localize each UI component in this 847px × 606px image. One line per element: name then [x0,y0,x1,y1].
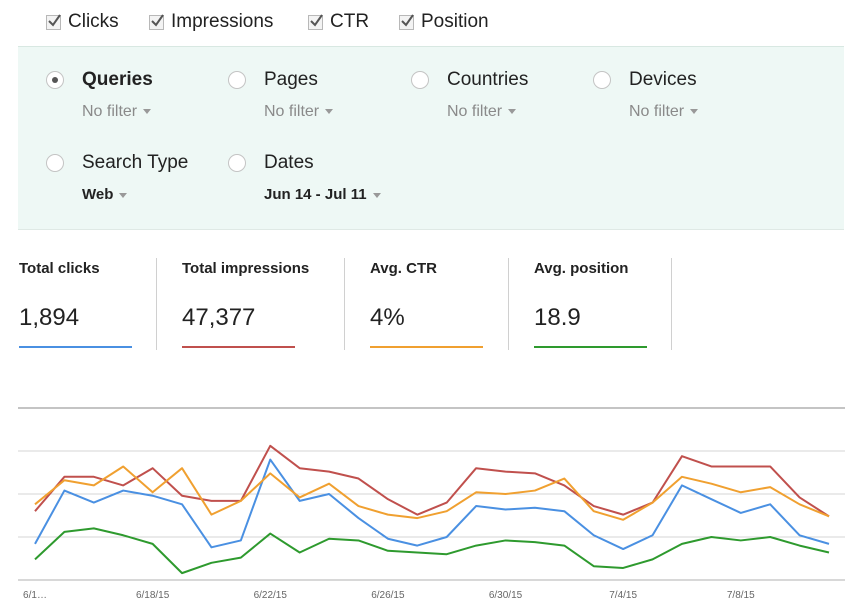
total-impressions-card[interactable]: Total impressions 47,377 [182,258,332,350]
card-divider [671,258,672,350]
x-tick-label: 7/8/15 [727,590,755,601]
dimension-filter-panel: Queries No filter Pages No filter Countr… [18,47,844,230]
queries-filter-value: No filter [82,103,138,120]
checkbox-checked-icon [46,13,61,30]
radio-selected-icon[interactable] [46,71,64,89]
queries-dimension[interactable]: Queries No filter [46,69,216,129]
total-clicks-value: 1,894 [19,304,80,331]
total-impressions-value: 47,377 [182,304,256,331]
impressions-label: Impressions [171,11,274,32]
queries-label: Queries [82,69,153,90]
impressions-checkbox[interactable]: Impressions [149,10,273,34]
card-divider [344,258,345,350]
dates-dimension[interactable]: Dates Jun 14 - Jul 11 [228,152,428,212]
radio-unselected-icon[interactable] [228,71,246,89]
caret-down-icon [325,109,334,115]
countries-dimension[interactable]: Countries No filter [411,69,581,129]
countries-label: Countries [447,69,529,90]
pages-filter-value: No filter [264,103,320,120]
total-clicks-label: Total clicks [19,260,100,277]
pages-filter-dropdown[interactable]: No filter [264,103,334,121]
queries-filter-dropdown[interactable]: No filter [82,103,152,121]
x-tick-label: 6/22/15 [254,590,288,601]
x-tick-label: 7/4/15 [609,590,637,601]
dates-filter-value: Jun 14 - Jul 11 [264,186,367,203]
card-divider [156,258,157,350]
total-impressions-label: Total impressions [182,260,310,277]
card-divider [508,258,509,350]
countries-filter-dropdown[interactable]: No filter [447,103,517,121]
checkbox-checked-icon [149,13,164,30]
series-line-position[interactable] [34,527,830,575]
checkbox-checked-icon [399,13,414,30]
radio-unselected-icon[interactable] [411,71,429,89]
avg-position-card[interactable]: Avg. position 18.9 [534,258,659,350]
x-tick-label: 6/1… [23,590,47,601]
radio-unselected-icon[interactable] [593,71,611,89]
search-type-label: Search Type [82,152,189,173]
series-line-clicks[interactable] [34,458,830,551]
series-line-impressions[interactable] [34,444,830,518]
caret-down-icon [372,192,381,198]
dates-label: Dates [264,152,314,173]
devices-filter-dropdown[interactable]: No filter [629,103,699,121]
caret-down-icon [508,109,517,115]
search-type-dimension[interactable]: Search Type Web [46,152,216,212]
search-type-filter-dropdown[interactable]: Web [82,186,128,203]
ctr-series-underline [370,346,483,348]
avg-ctr-value: 4% [370,304,405,331]
position-label: Position [421,11,489,32]
clicks-checkbox[interactable]: Clicks [46,10,119,34]
series-line-ctr[interactable] [34,465,830,521]
avg-position-label: Avg. position [534,260,629,277]
pages-dimension[interactable]: Pages No filter [228,69,398,129]
caret-down-icon [119,192,128,198]
avg-ctr-card[interactable]: Avg. CTR 4% [370,258,495,350]
metric-selector-bar: Clicks Impressions CTR Position [18,0,844,47]
impressions-series-underline [182,346,295,348]
clicks-series-underline [19,346,132,348]
devices-dimension[interactable]: Devices No filter [593,69,763,129]
pages-label: Pages [264,69,318,90]
position-checkbox[interactable]: Position [399,10,489,34]
clicks-label: Clicks [68,11,119,32]
x-tick-label: 6/26/15 [371,590,405,601]
checkbox-checked-icon [308,13,323,30]
avg-ctr-label: Avg. CTR [370,260,437,277]
avg-position-value: 18.9 [534,304,581,331]
dates-filter-dropdown[interactable]: Jun 14 - Jul 11 [264,186,381,203]
devices-label: Devices [629,69,697,90]
position-series-underline [534,346,647,348]
performance-line-chart[interactable]: 6/1… 6/18/15 6/22/15 6/26/15 6/30/15 7/4/15 7/… [0,380,847,606]
devices-filter-value: No filter [629,103,685,120]
search-type-filter-value: Web [82,186,114,203]
countries-filter-value: No filter [447,103,503,120]
total-clicks-card[interactable]: Total clicks 1,894 [19,258,144,350]
ctr-label: CTR [330,11,370,32]
x-tick-label: 6/18/15 [136,590,170,601]
radio-unselected-icon[interactable] [46,154,64,172]
caret-down-icon [143,109,152,115]
x-tick-label: 6/30/15 [489,590,523,601]
ctr-checkbox[interactable]: CTR [308,10,369,34]
radio-unselected-icon[interactable] [228,154,246,172]
caret-down-icon [690,109,699,115]
